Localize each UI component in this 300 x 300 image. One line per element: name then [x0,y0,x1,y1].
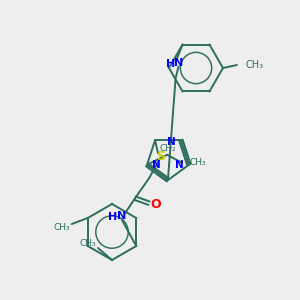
Text: H: H [108,212,118,222]
Text: N: N [174,58,183,68]
Text: N: N [152,160,161,170]
Text: CH₂: CH₂ [160,144,176,153]
Text: N: N [167,137,176,147]
Text: O: O [151,198,161,211]
Text: S: S [157,150,166,163]
Text: CH₃: CH₃ [80,239,96,248]
Text: N: N [117,211,127,221]
Text: CH₃: CH₃ [53,224,70,232]
Text: N: N [175,160,184,170]
Text: H: H [166,58,175,69]
Text: CH₃: CH₃ [245,60,263,70]
Text: CH₃: CH₃ [189,158,206,167]
